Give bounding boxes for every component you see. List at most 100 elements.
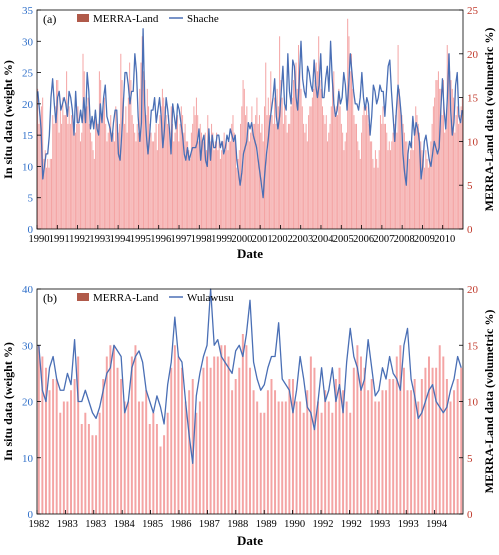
- panel-a-bar: [226, 141, 228, 229]
- panel-a-bar: [100, 80, 102, 229]
- panel-a-bar: [347, 18, 349, 230]
- panel-b-bar: [166, 412, 169, 514]
- panel-a-bar: [358, 150, 360, 229]
- panel-a-bar: [459, 115, 461, 229]
- panel-a-bar: [78, 123, 80, 229]
- panel-a-bar: [101, 115, 103, 229]
- panel-b-bar: [249, 367, 251, 514]
- panel-b-bar: [134, 345, 137, 514]
- panel-a-bar: [308, 115, 310, 229]
- panel-a-bar: [289, 123, 291, 229]
- panel-a-bar: [175, 123, 177, 229]
- panel-b-ytick-left-label: 20: [22, 397, 34, 409]
- panel-a-bar: [314, 80, 316, 229]
- panel-a-bar: [182, 115, 184, 229]
- panel-b-bar: [223, 345, 226, 514]
- panel-a-bar: [93, 158, 95, 229]
- panel-a-bar: [290, 106, 292, 229]
- panel-b-bar: [80, 424, 83, 514]
- panel-a-ylabel-left: In situ data (weight %): [1, 60, 15, 179]
- panel-b-bar: [377, 401, 380, 514]
- panel-a-bar: [183, 132, 185, 229]
- panel-a-bar: [253, 123, 255, 229]
- panel-b-bar: [342, 390, 345, 514]
- panel-b-bar: [105, 356, 108, 514]
- panel-a-bar: [71, 115, 73, 229]
- panel-a-bar: [178, 141, 180, 229]
- panel-b-bar: [37, 345, 40, 514]
- panel-a-bar: [200, 132, 202, 229]
- panel-a-ytick-left-label: 0: [28, 224, 34, 236]
- panel-a-bar: [333, 71, 335, 229]
- panel-a-bar: [98, 71, 100, 229]
- panel-a-bar: [431, 123, 433, 229]
- panel-a-ytick-left-label: 20: [22, 99, 34, 111]
- panel-b-bar: [138, 401, 141, 514]
- panel-a-bar: [238, 150, 240, 229]
- panel-a-bar: [37, 88, 39, 229]
- panel-a-bar: [184, 123, 186, 229]
- panel-a-bar: [374, 150, 376, 229]
- panel-a-bar: [270, 71, 272, 229]
- panel-b-xtick-label: 1984: [114, 519, 136, 530]
- panel-a-bar: [222, 141, 224, 229]
- panel-a-bar: [110, 115, 112, 229]
- panel-a-bar: [214, 141, 216, 229]
- panel-b-bar: [442, 356, 445, 514]
- panel-a-bar: [221, 150, 223, 229]
- panel-a-bar: [386, 132, 388, 229]
- panel-a-bar: [456, 106, 458, 229]
- panel-b-bar: [277, 401, 280, 514]
- panel-a-bar: [228, 141, 230, 229]
- panel-a-bar: [207, 115, 209, 229]
- panel-a-bar: [335, 106, 337, 229]
- panel-b-xtick-label: 1989: [256, 519, 277, 530]
- panel-b-xtick-label: 1990: [284, 519, 305, 530]
- panel-a-xtick-label: 2002: [272, 234, 293, 245]
- panel-a-bar: [356, 123, 357, 229]
- panel-a-bar: [136, 123, 138, 229]
- panel-b-bar: [252, 390, 255, 514]
- panel-a-bar: [257, 123, 259, 229]
- panel-a-bar: [243, 88, 245, 229]
- panel-a-bar: [455, 115, 457, 229]
- panel-a-bar: [272, 123, 274, 229]
- panel-a-bar: [153, 141, 155, 229]
- panel-b-bar: [349, 412, 352, 514]
- panel-b-xtick-label: 1987: [199, 519, 220, 530]
- panel-a-bar: [448, 53, 450, 229]
- panel-a-bar: [329, 123, 331, 229]
- panel-b-xtick-label: 1993: [369, 519, 390, 530]
- panel-b-bar: [231, 390, 234, 514]
- panel-a-bar: [151, 141, 153, 229]
- panel-b-bar: [98, 412, 101, 514]
- panel-b-bar: [87, 424, 90, 514]
- panel-b-bar: [241, 334, 244, 514]
- panel-b-bar: [424, 367, 427, 514]
- panel-a-bar: [460, 106, 462, 229]
- panel-a-xtick-label: 2006: [353, 234, 374, 245]
- panel-b-bar: [313, 367, 316, 514]
- panel-a-bar: [64, 115, 66, 229]
- panel-b-legend-bar-label: MERRA-Land: [93, 292, 159, 304]
- panel-a-bar: [372, 158, 374, 229]
- panel-a-bar: [66, 71, 68, 229]
- panel-a-bar: [129, 62, 131, 230]
- panel-b-bar: [338, 367, 341, 514]
- panel-a-bar: [401, 115, 403, 229]
- panel-a-bar: [111, 132, 113, 229]
- panel-a-bar: [112, 132, 114, 229]
- panel-b-ylabel-left: In situ data (weight %): [1, 342, 15, 461]
- panel-b-bar: [112, 345, 115, 514]
- panel-a-bar: [384, 123, 386, 229]
- panel-a-bar: [50, 158, 52, 229]
- panel-b-ylabel-right: MERRA-Land data (volumetric %): [482, 310, 496, 494]
- panel-b-xtick-label: 1993: [398, 519, 419, 530]
- panel-a-bar: [439, 88, 441, 229]
- panel-a-bar: [141, 36, 143, 229]
- panel-b-bar: [402, 367, 405, 514]
- panel-a-bar: [323, 115, 325, 229]
- panel-b-ytick-right-label: 20: [467, 284, 479, 296]
- panel-b-bar: [406, 390, 409, 514]
- panel-a-bar: [337, 115, 339, 229]
